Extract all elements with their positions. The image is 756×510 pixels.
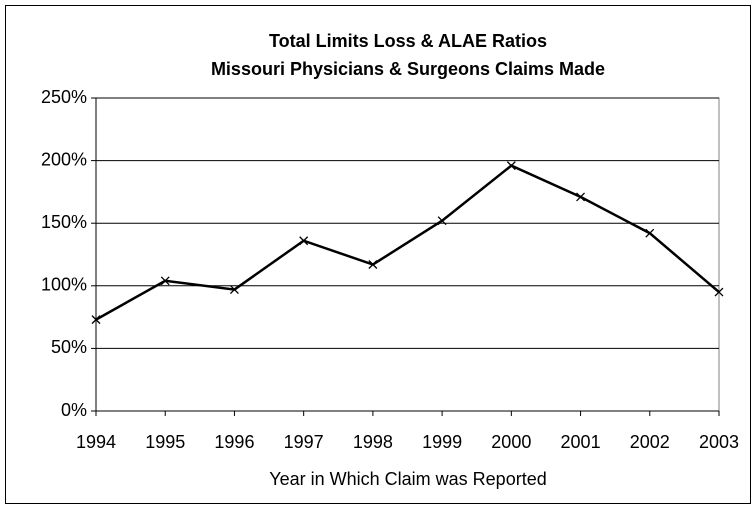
x-tick-label: 1994: [76, 432, 116, 452]
y-tick-label: 50%: [51, 337, 87, 357]
x-tick-label: 1998: [353, 432, 393, 452]
data-marker: [229, 285, 239, 295]
x-tick-label: 1997: [284, 432, 324, 452]
data-marker: [160, 276, 170, 286]
x-tick-label: 1995: [145, 432, 185, 452]
data-marker: [299, 236, 309, 246]
data-marker: [645, 228, 655, 238]
data-marker: [368, 260, 378, 269]
data-marker: [714, 287, 724, 297]
chart-subtitle: Missouri Physicians & Surgeons Claims Ma…: [211, 59, 605, 79]
x-tick-label: 2000: [491, 432, 531, 452]
x-tick-label: 1999: [422, 432, 462, 452]
data-marker: [437, 216, 447, 226]
y-tick-label: 100%: [41, 275, 87, 295]
y-tick-label: 250%: [41, 87, 87, 107]
data-marker: [576, 192, 586, 202]
x-tick-label: 2001: [561, 432, 601, 452]
y-tick-label: 0%: [61, 400, 87, 420]
y-tick-label: 150%: [41, 212, 87, 232]
x-tick-label: 2003: [699, 432, 739, 452]
data-line: [95, 164, 720, 321]
x-tick-label: 1996: [214, 432, 254, 452]
plot-area: [95, 97, 720, 412]
data-marker: [506, 161, 516, 171]
y-tick-label: 200%: [41, 149, 87, 169]
x-tick-label: 2002: [630, 432, 670, 452]
chart-title: Total Limits Loss & ALAE Ratios: [269, 31, 547, 51]
x-axis-label: Year in Which Claim was Reported: [269, 469, 546, 489]
data-marker: [91, 315, 101, 325]
